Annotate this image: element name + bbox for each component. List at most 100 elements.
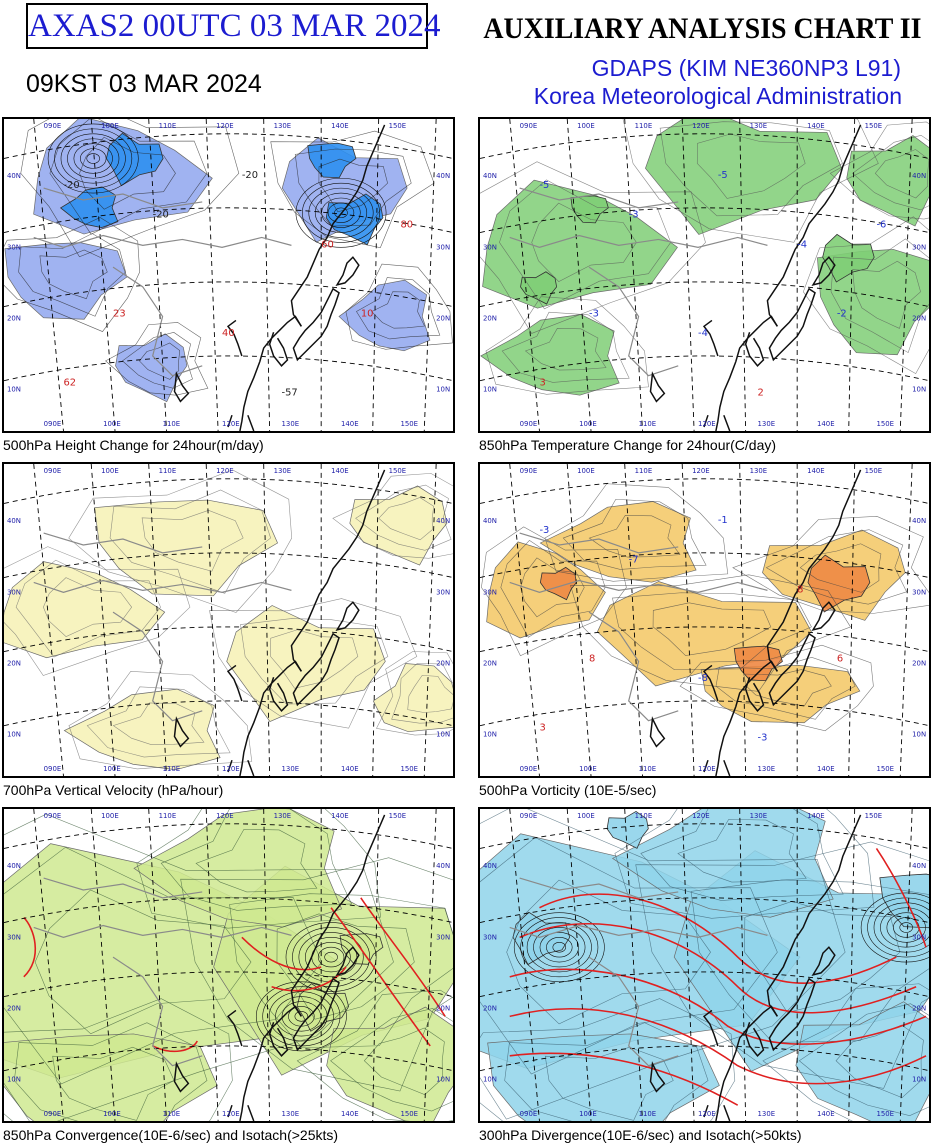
longitude-label: 100E (577, 812, 595, 820)
contour-line (524, 328, 607, 371)
latitude-line (4, 823, 453, 849)
coastline (811, 601, 836, 632)
longitude-line (205, 809, 219, 1121)
caption-850hpa-convergence-isotach: 850hPa Convergence(10E-6/sec) and Isotac… (3, 1127, 339, 1143)
latitude-label: 30N (912, 243, 926, 251)
chart-title: AUXILIARY ANALYSIS CHART II (483, 12, 922, 45)
latitude-line (480, 823, 929, 849)
value-labels: -20 -20 -20 60 23 40 10 -57 62 80 (63, 170, 413, 398)
longitude-label: 110E (639, 765, 657, 773)
latlon-grid (480, 119, 929, 431)
latitude-label: 30N (912, 933, 926, 941)
panel-850hpa-temperature-change: 090E 090E 100E 100E 110E 110E 120E 120E 130E 130E… (478, 117, 931, 433)
dense-contour (314, 192, 368, 233)
longitude-line (848, 464, 856, 776)
latitude-label: 40N (436, 172, 450, 180)
shaded-region (539, 501, 697, 583)
longitude-label: 130E (282, 1110, 300, 1118)
contour-value-label: -57 (282, 387, 298, 398)
latitude-label: 20N (483, 314, 497, 322)
coastline (173, 1061, 190, 1093)
agency-name: Korea Meteorological Administration (533, 83, 902, 109)
longitude-label: 130E (274, 122, 292, 130)
coastline (766, 469, 862, 672)
latitude-label: 10N (912, 386, 926, 394)
contour-value-label: -3 (629, 210, 639, 221)
longitude-label: 150E (876, 420, 894, 428)
longitude-label: 140E (807, 122, 825, 130)
longitude-line (423, 809, 437, 1121)
longitude-line (566, 119, 592, 431)
shaded-region (846, 135, 929, 227)
longitude-line (148, 119, 167, 431)
longitude-line (681, 119, 695, 431)
political-border (33, 579, 292, 593)
dense-contour (899, 922, 913, 933)
longitude-label: 150E (389, 812, 407, 820)
shaded-region (487, 1033, 720, 1121)
longitude-label: 100E (101, 812, 119, 820)
latitude-label: 20N (483, 1004, 497, 1012)
coastline (744, 677, 765, 712)
coastline (649, 716, 666, 748)
contour-value-label: 8 (797, 584, 803, 595)
longitude-label: 100E (101, 467, 119, 475)
latitude-line (480, 971, 929, 998)
caption-300hpa-divergence-isotach: 300hPa Divergence(10E-6/sec) and Isotach… (479, 1127, 802, 1143)
contour-line (355, 484, 452, 551)
coastline (227, 759, 255, 776)
dense-contour (552, 941, 567, 953)
coastline (744, 332, 765, 367)
coastline (649, 1061, 666, 1093)
longitude-label: 130E (274, 467, 292, 475)
longitude-label: 090E (520, 420, 538, 428)
longitude-label: 150E (865, 467, 883, 475)
contour-line (209, 598, 418, 729)
latitude-label: 40N (912, 862, 926, 870)
contour-line (20, 119, 240, 258)
longitude-label: 130E (750, 812, 768, 820)
dense-contour (880, 907, 929, 948)
longitude-line (263, 119, 271, 431)
coastline (292, 287, 340, 362)
longitude-line (509, 809, 540, 1121)
longitude-line (148, 464, 167, 776)
contour-line (141, 509, 244, 572)
latitude-line (4, 281, 453, 308)
contour-line (732, 516, 929, 614)
longitude-label: 110E (159, 122, 177, 130)
contour-line (296, 989, 453, 1121)
latlon-grid (4, 119, 453, 431)
longitude-label: 100E (579, 765, 597, 773)
latitude-label: 30N (7, 588, 21, 596)
contour-line (506, 879, 711, 1025)
political-border (509, 234, 768, 248)
latitude-line (4, 207, 453, 233)
longitude-line (848, 119, 856, 431)
value-labels: -5 -3 -5 -4 -3 -4 -2 2 3 -6 (539, 170, 886, 398)
latitude-line (4, 133, 453, 159)
longitude-line (566, 809, 592, 1121)
isotach-line (241, 936, 322, 971)
panel-850hpa-convergence-isotach: 090E 090E 100E 100E 110E 110E 120E 120E 130E 130E… (2, 807, 455, 1123)
longitude-line (624, 809, 643, 1121)
coastline (226, 1009, 243, 1047)
shaded-region (115, 333, 188, 403)
contour-value-label: -7 (629, 555, 639, 566)
dense-contour (295, 177, 387, 248)
latitude-label: 20N (436, 1004, 450, 1012)
longitude-label: 090E (44, 1110, 62, 1118)
dense-contour (268, 991, 334, 1042)
latitude-label: 10N (436, 731, 450, 739)
coastline (735, 660, 778, 708)
latitude-label: 10N (7, 1076, 21, 1084)
longitude-label: 120E (692, 122, 710, 130)
longitude-label: 110E (639, 420, 657, 428)
shaded-region (326, 1006, 453, 1121)
contour-line (371, 291, 426, 329)
longitude-label: 120E (692, 812, 710, 820)
dense-contour (886, 912, 926, 943)
longitude-line (33, 809, 64, 1121)
dense-contour (302, 182, 380, 243)
dense-contour (546, 937, 573, 958)
